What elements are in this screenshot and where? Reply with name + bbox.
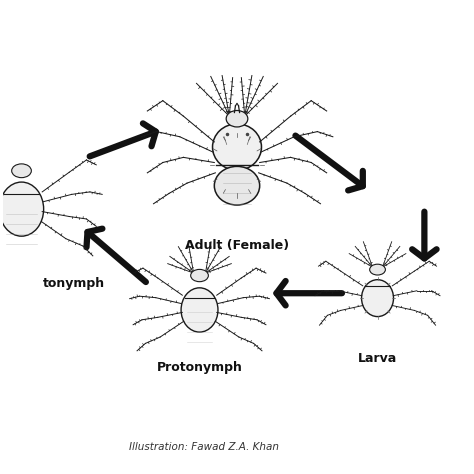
Text: Larva: Larva [358,352,397,365]
Ellipse shape [0,182,44,236]
Ellipse shape [214,166,260,205]
Ellipse shape [181,288,218,332]
Text: Illustration: Fawad Z.A. Khan: Illustration: Fawad Z.A. Khan [129,443,279,453]
Ellipse shape [370,264,385,275]
Ellipse shape [226,110,248,127]
Ellipse shape [212,124,262,170]
Ellipse shape [362,280,393,317]
Text: Protonymph: Protonymph [156,361,243,374]
Ellipse shape [12,164,31,178]
Ellipse shape [191,269,209,282]
Text: Adult (Female): Adult (Female) [185,239,289,252]
Text: tonymph: tonymph [43,277,105,290]
